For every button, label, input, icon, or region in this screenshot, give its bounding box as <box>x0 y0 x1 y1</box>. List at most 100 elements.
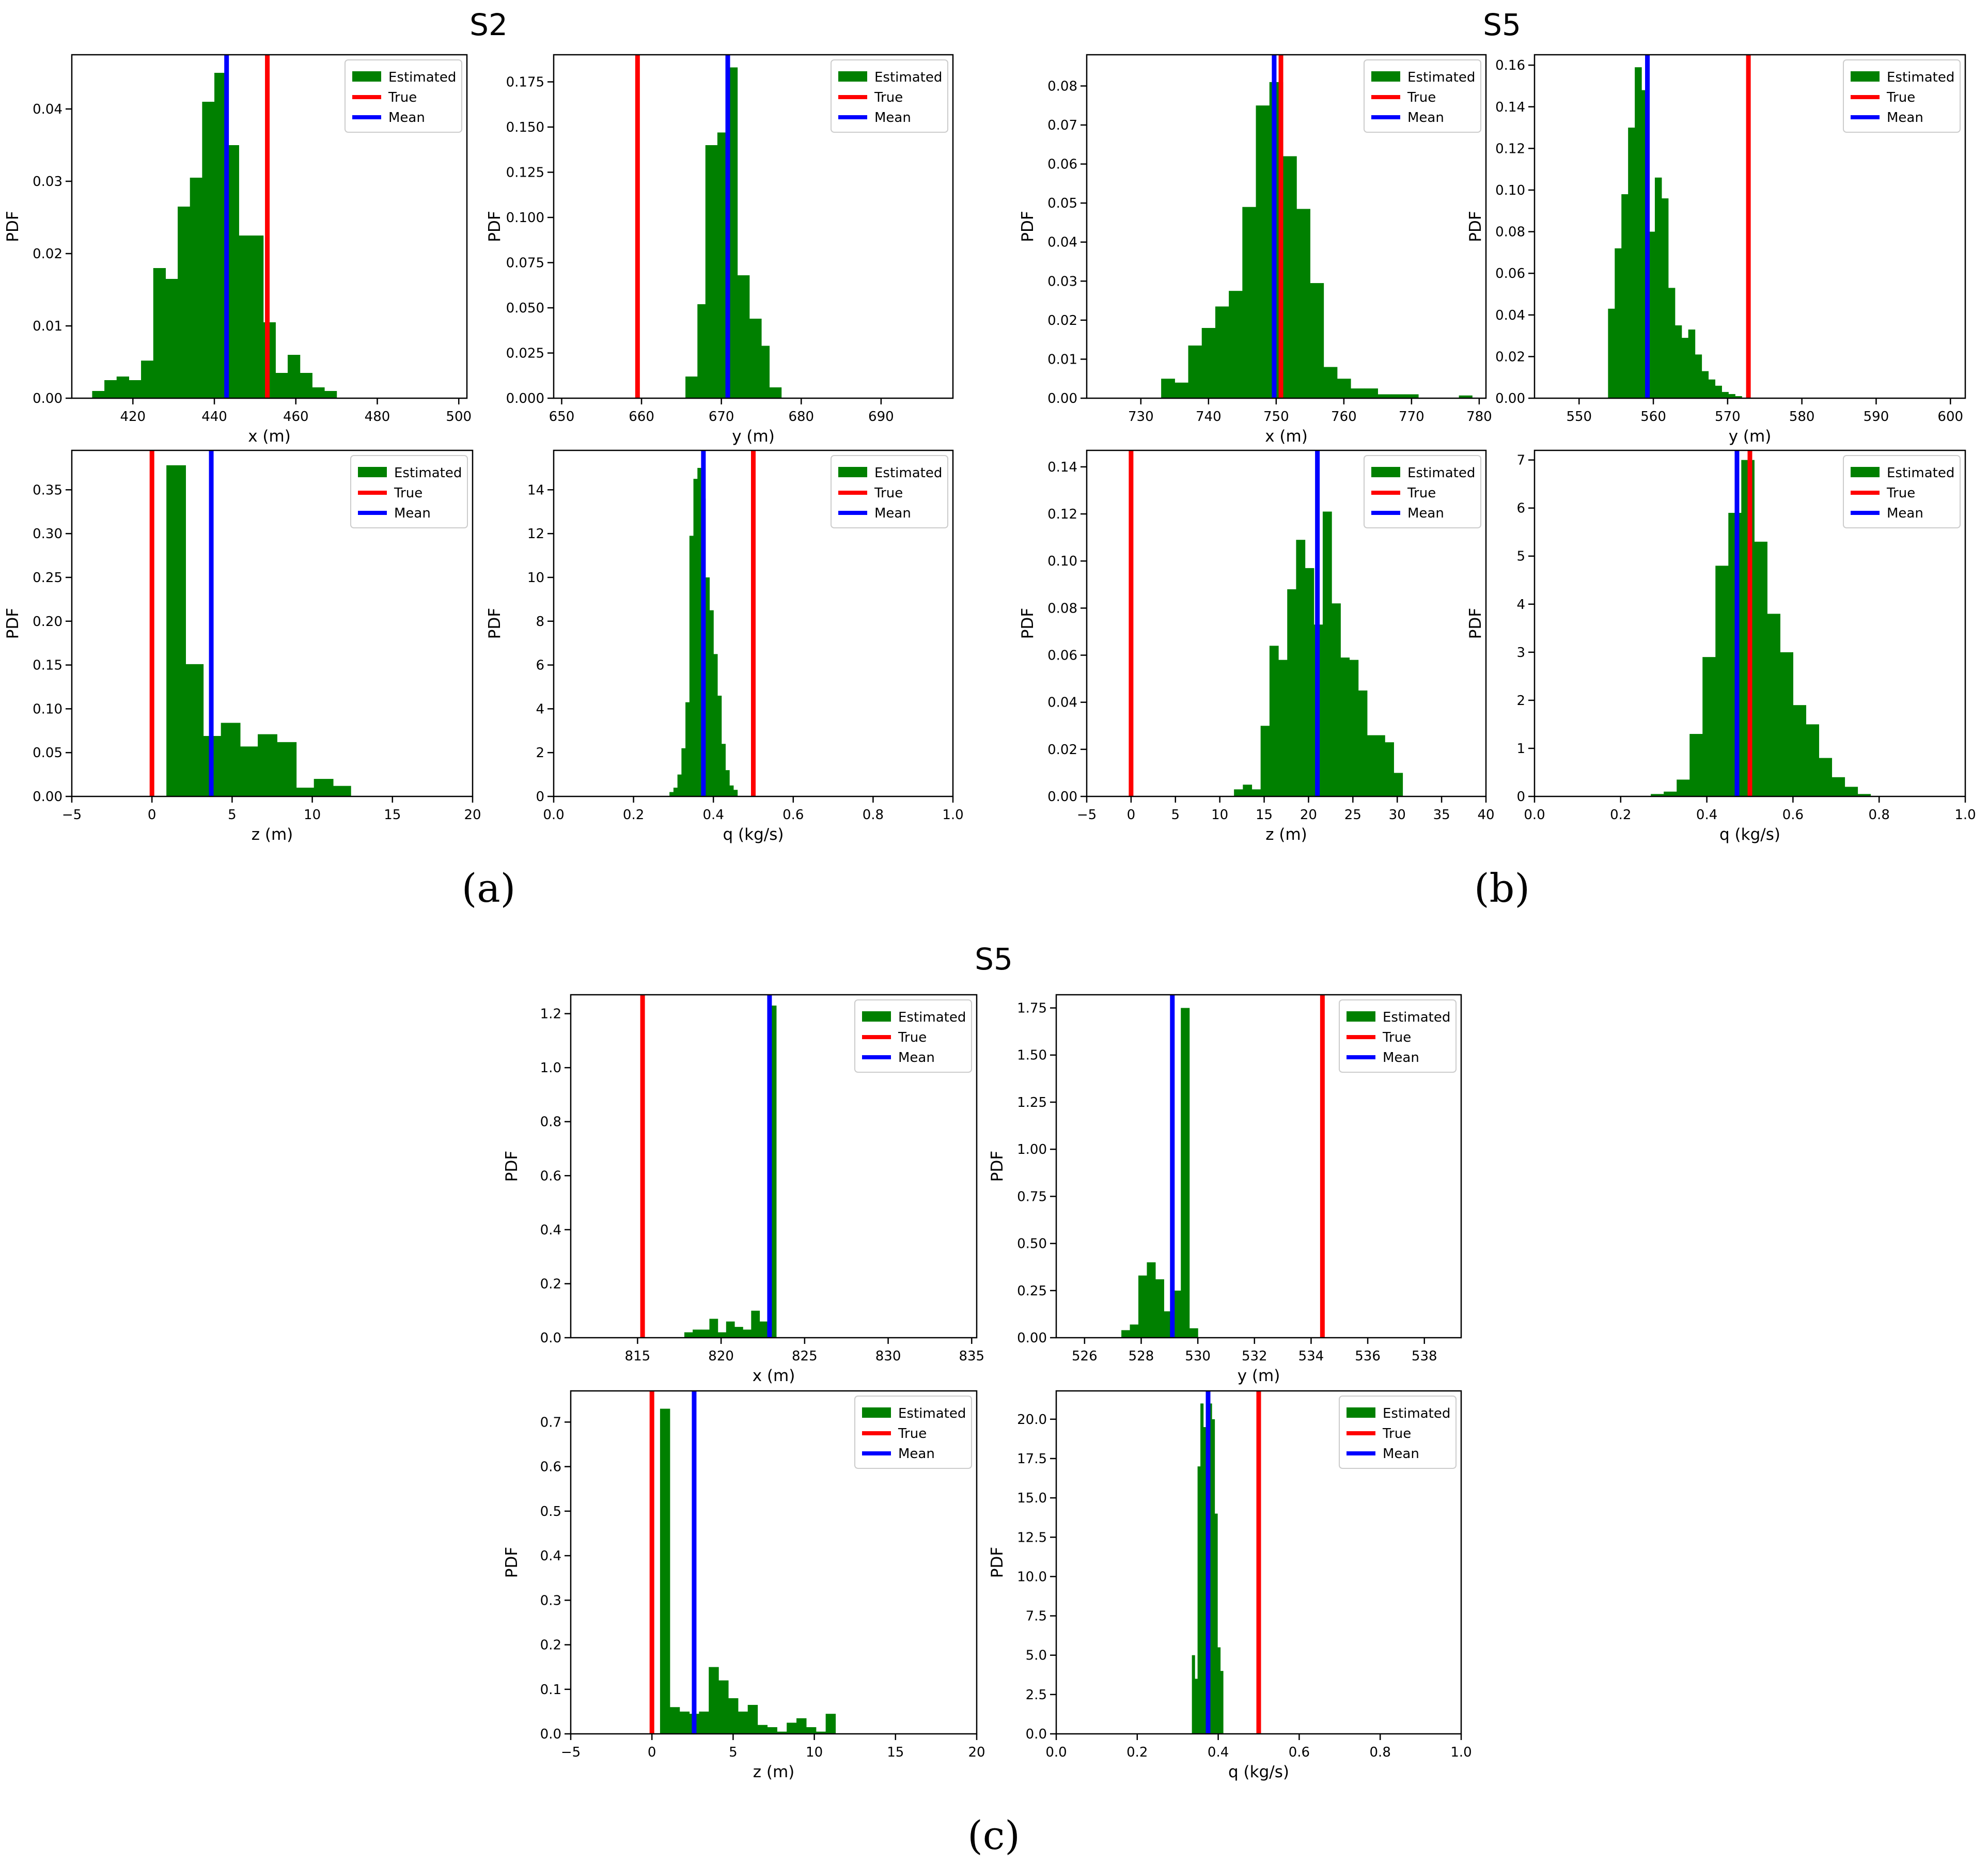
legend-label-estimated: Estimated <box>874 70 942 85</box>
y-tick-label: 0.12 <box>1495 141 1525 156</box>
chart-b-bottom-left: −5 0 5 10 15 20 25 30 35 40 0.00 0.02 0.04 0.06 0.08 0.… <box>1019 449 1495 844</box>
group-title-b: S5 <box>1483 7 1521 42</box>
y-tick-label: 0.02 <box>1047 313 1077 328</box>
histogram-bar <box>1323 367 1338 398</box>
x-tick-label: 20 <box>968 1745 985 1760</box>
histogram-bar <box>759 1321 769 1338</box>
x-tick-label: 15 <box>384 807 401 823</box>
histogram-bar <box>1242 207 1257 398</box>
y-tick-label: 0 <box>1516 789 1525 805</box>
histogram-bar <box>1651 794 1664 796</box>
histogram-bar <box>1192 1655 1195 1734</box>
x-tick-label: 0.6 <box>1782 807 1804 823</box>
y-tick-label: 1.50 <box>1017 1048 1047 1063</box>
chart-c-top-right: 526 528 530 532 534 536 538 0.00 0.25 0.50 0.75 1.0… <box>988 994 1462 1385</box>
legend-label-true: True <box>394 485 422 501</box>
axes-frame <box>71 54 468 399</box>
y-tick-label: 0.35 <box>33 482 62 498</box>
histogram-bar <box>729 785 734 796</box>
x-tick-label: 20 <box>1300 807 1317 823</box>
x-tick-label: 0.6 <box>782 807 804 823</box>
x-tick-label: 526 <box>1072 1349 1098 1364</box>
y-axis-label: PDF <box>988 1151 1007 1182</box>
y-axis-label: PDF <box>486 211 504 242</box>
histogram-bar <box>116 377 130 398</box>
histogram-bar <box>749 319 762 398</box>
histogram-bar <box>1702 657 1716 796</box>
histogram-bar <box>1215 306 1229 398</box>
histogram-bar <box>1269 646 1279 796</box>
histogram-bar <box>1385 742 1394 796</box>
chart-c-top-left: 815 820 825 830 835 0.0 0.2 0.4 0.6 0.8 1.0 1.2 x (m… <box>503 994 984 1385</box>
histogram-bar <box>1661 198 1669 398</box>
y-tick-label: 0.08 <box>1047 601 1077 616</box>
histogram-bar <box>699 1711 709 1734</box>
chart-c-bottom-right: 0.0 0.2 0.4 0.6 0.8 1.0 0.0 2.5 5.0 7.5 10.0 12.5 15… <box>988 1390 1472 1781</box>
histogram-bar <box>697 467 702 796</box>
histogram-bar <box>1832 777 1845 796</box>
histogram-bar <box>1404 394 1419 398</box>
legend-label-mean: Mean <box>1407 506 1444 521</box>
legend-label-estimated: Estimated <box>1887 70 1954 85</box>
x-tick-label: 40 <box>1477 807 1494 823</box>
histogram-bar <box>787 1722 797 1734</box>
x-tick-label: 460 <box>283 409 309 425</box>
legend-swatch-estimated <box>1851 467 1880 477</box>
histogram-bar <box>1375 735 1385 796</box>
chart-a-top-left: 420 440 460 480 500 0.00 0.01 0.02 0.03 0.04 x (m)… <box>4 54 472 446</box>
y-tick-label: 0.2 <box>540 1638 561 1653</box>
y-tick-label: 0.150 <box>506 120 544 135</box>
histogram-bar <box>1394 773 1403 796</box>
legend-label-estimated: Estimated <box>898 1406 966 1421</box>
x-tick-label: 0.0 <box>1524 807 1545 823</box>
legend: Estimated True Mean <box>345 59 462 133</box>
y-tick-label: 10.0 <box>1017 1569 1047 1585</box>
x-tick-label: 5 <box>1171 807 1180 823</box>
histogram-bar <box>1212 1419 1215 1734</box>
y-tick-label: 0.00 <box>1495 391 1525 406</box>
y-tick-label: 0.0 <box>540 1727 561 1742</box>
histogram-bar <box>275 373 288 398</box>
histogram-bar <box>1721 391 1729 398</box>
x-tick-label: 440 <box>201 409 227 425</box>
histogram-bar <box>92 391 105 398</box>
x-tick-label: 570 <box>1715 409 1741 425</box>
histogram-bar <box>240 746 258 796</box>
x-axis-label: z (m) <box>252 825 293 844</box>
histogram-bar <box>185 664 204 796</box>
x-tick-label: 830 <box>875 1349 901 1364</box>
legend: Estimated True Mean <box>1843 455 1961 528</box>
y-tick-label: 1.00 <box>1017 1142 1047 1157</box>
legend: Estimated True Mean <box>854 1396 972 1469</box>
x-tick-label: 0.8 <box>1869 807 1890 823</box>
histogram-bar <box>1155 1279 1164 1338</box>
x-tick-label: 15 <box>1256 807 1273 823</box>
y-tick-label: 0.00 <box>33 391 62 406</box>
y-tick-label: 2 <box>536 745 544 761</box>
legend-label-mean: Mean <box>1887 506 1923 521</box>
legend-swatch-estimated <box>1371 467 1400 477</box>
legend-swatch-estimated <box>838 71 867 82</box>
y-tick-label: 7.5 <box>1026 1609 1047 1624</box>
x-tick-label: 0.6 <box>1289 1745 1310 1760</box>
histogram-bar <box>1628 128 1635 398</box>
legend: Estimated True Mean <box>831 455 948 528</box>
histogram-bar <box>1195 1679 1198 1734</box>
y-tick-label: 0.6 <box>540 1460 561 1475</box>
legend: Estimated True Mean <box>1843 59 1961 133</box>
y-tick-label: 0.20 <box>33 614 62 630</box>
legend-label-true: True <box>1407 90 1436 105</box>
y-tick-label: 0.02 <box>33 246 62 262</box>
legend-label-true: True <box>1382 1426 1411 1442</box>
legend-swatch-estimated <box>1347 1407 1375 1418</box>
x-tick-label: 35 <box>1433 807 1450 823</box>
histogram-bar <box>725 770 730 796</box>
x-tick-label: −5 <box>1077 807 1097 823</box>
legend-swatch-estimated <box>838 467 867 477</box>
histogram-bar <box>660 1408 670 1734</box>
chart-b-top-right: 550 560 570 580 590 600 0.00 0.02 0.04 0.06 0.08 0.… <box>1466 54 1966 446</box>
x-tick-label: 650 <box>549 409 575 425</box>
histogram-bar <box>1251 789 1261 796</box>
histogram-bar <box>1243 785 1253 796</box>
histogram-bar <box>685 377 698 398</box>
